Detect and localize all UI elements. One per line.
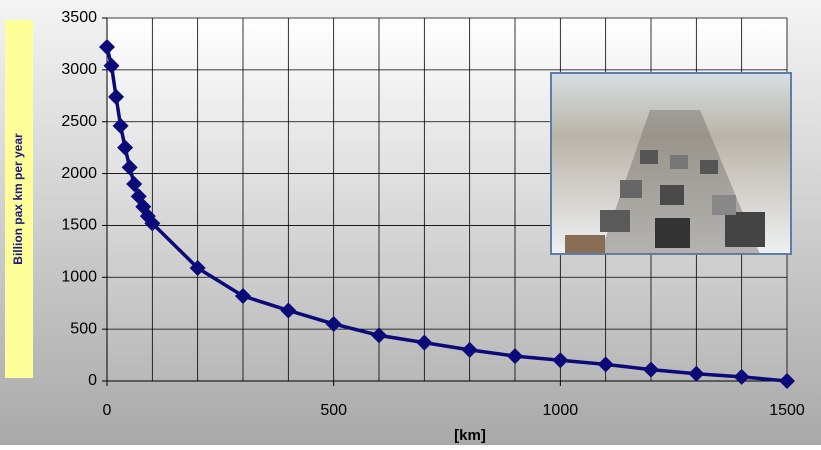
- x-axis-label: [km]: [454, 427, 486, 444]
- y-tick-label: 0: [88, 372, 97, 389]
- x-tick-label: 1000: [543, 402, 579, 419]
- x-tick-label: 1500: [769, 402, 805, 419]
- y-tick-label: 3000: [61, 61, 97, 78]
- y-tick-label: 1000: [61, 269, 97, 286]
- y-tick-label: 2000: [61, 165, 97, 182]
- y-axis-label: Billion pax km per year: [11, 133, 25, 265]
- y-tick-label: 2500: [61, 113, 97, 130]
- y-tick-label: 3500: [61, 9, 97, 26]
- x-tick-label: 0: [103, 402, 112, 419]
- x-tick-label: 500: [320, 402, 347, 419]
- y-tick-label: 500: [70, 320, 97, 337]
- chart: Billion pax km per year [km] 0 500 1000 150…: [0, 0, 821, 445]
- y-tick-label: 1500: [61, 217, 97, 234]
- photo: [551, 73, 791, 254]
